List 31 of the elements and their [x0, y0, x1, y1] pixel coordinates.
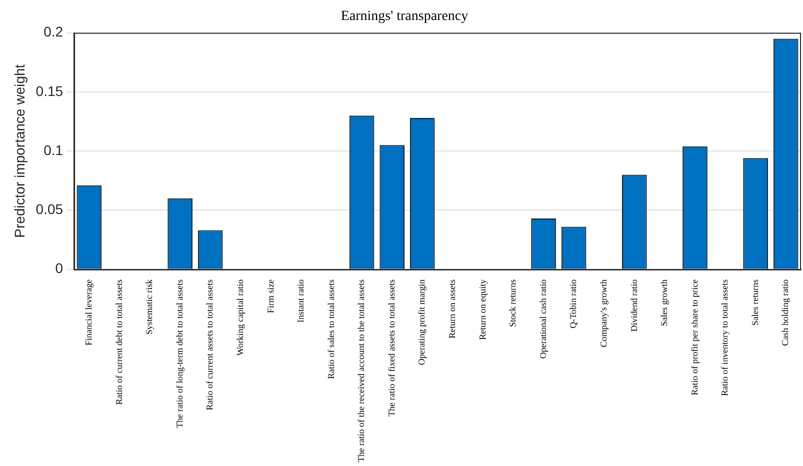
x-tick-label: The ratio of the received account to the total assets [356, 278, 366, 462]
x-tick-label: Ratio of current assets to total assets [204, 278, 215, 410]
x-tick-label: Working capital ratio [235, 278, 245, 356]
y-tick-label: 0.15 [36, 82, 64, 99]
x-tick-label: Sales returns [750, 278, 760, 326]
x-tick-label: Operational cash ratio [538, 278, 548, 359]
x-tick-label: The ratio of fixed assets to total assets [386, 278, 396, 417]
x-tick-label: Ratio of sales to total assets [326, 278, 336, 380]
x-tick-label: Stock returns [508, 278, 518, 328]
y-tick-label: 0.05 [36, 201, 64, 218]
x-tick-label: Return on assets [447, 278, 458, 338]
x-tick-label: Operating profit margin [416, 278, 427, 366]
x-tick-label: Systematic risk [144, 278, 154, 335]
x-tick-label: Instant ratio [296, 278, 306, 323]
x-tick-label: Financial leverage [84, 279, 94, 346]
x-tick-label: The ratio of long-term debt to total assets [174, 278, 184, 428]
x-tick-label: Company's growth [598, 278, 608, 348]
x-tick-label: Q-Tobin ratio [568, 278, 578, 328]
y-tick-label: 0.2 [44, 24, 64, 40]
x-tick-label: Dividend ratio [628, 278, 639, 332]
y-axis-title: Predictor importance weight [11, 64, 28, 238]
chart-title: Earnings' transparency [340, 9, 468, 24]
x-tick-label: Return on equity [477, 278, 488, 340]
x-tick-label: Ratio of current debt to total assets [114, 278, 124, 405]
y-tick-label: 0 [55, 260, 64, 276]
x-tick-label: Ratio of inventory to total assets [720, 278, 730, 396]
y-tick-label: 0.1 [44, 142, 64, 158]
x-tick-label: Firm size [265, 279, 276, 314]
x-tick-label: Sales growth [659, 278, 670, 326]
x-tick-label: Cash holding ratio [780, 278, 790, 346]
x-tick-label: Ratio of profit per share to price [689, 279, 700, 396]
